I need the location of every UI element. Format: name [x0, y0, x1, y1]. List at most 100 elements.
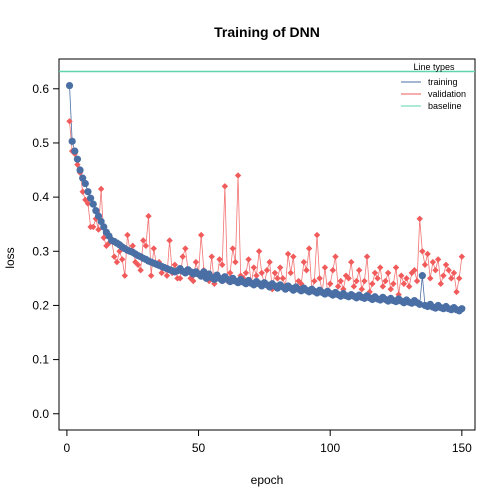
validation-point [250, 264, 258, 271]
validation-point [263, 267, 271, 274]
validation-point [266, 258, 273, 266]
validation-point [321, 264, 329, 271]
validation-point [332, 253, 339, 260]
validation-point [171, 261, 179, 269]
validation-point [134, 261, 142, 269]
validation-point [429, 258, 437, 266]
x-tick-label: 50 [192, 441, 206, 455]
y-axis-title: loss [3, 247, 17, 268]
validation-point [442, 261, 450, 269]
validation-point [216, 256, 223, 263]
validation-point [313, 231, 321, 239]
validation-point [427, 275, 434, 282]
validation-point [326, 280, 334, 287]
plot-area: 0 50 100 150 0.0 0.1 0.2 0.3 0.4 0.5 0.6 Line types… [32, 58, 476, 455]
validation-point [97, 185, 105, 193]
validation-point [305, 245, 313, 252]
validation-point [145, 212, 152, 220]
validation-point [456, 275, 463, 282]
validation-point [176, 275, 184, 282]
validation-point [421, 261, 429, 269]
training-point [89, 200, 97, 208]
validation-point [229, 245, 236, 252]
validation-point [226, 269, 234, 277]
validation-point [100, 234, 107, 241]
validation-point [329, 267, 337, 274]
validation-point [90, 223, 97, 231]
validation-point [129, 242, 136, 250]
validation-point [190, 277, 197, 285]
training-point [81, 179, 89, 188]
validation-point [221, 183, 229, 190]
validation-point [348, 258, 355, 266]
validation-point [124, 231, 131, 239]
y-tick-label: 0.1 [32, 353, 49, 367]
validation-point [355, 267, 363, 274]
validation-point [311, 277, 318, 285]
validation-point [84, 200, 92, 207]
training-point [84, 188, 92, 196]
validation-point [350, 283, 358, 290]
legend-label-validation: validation [428, 89, 466, 99]
validation-point [179, 253, 186, 260]
validation-point [334, 283, 342, 290]
training-point [92, 207, 100, 215]
validation-point [405, 283, 413, 290]
validation-point [390, 280, 397, 287]
validation-point [284, 250, 292, 258]
validation-point [92, 215, 100, 222]
x-tick-label: 150 [452, 441, 472, 455]
training-point [73, 155, 82, 163]
validation-point [79, 188, 86, 195]
validation-point [147, 272, 155, 279]
training-point [65, 81, 74, 90]
validation-point [384, 269, 392, 277]
validation-point [316, 275, 323, 282]
training-point [76, 166, 84, 174]
y-tick-label: 0.3 [32, 244, 49, 258]
validation-point [219, 261, 226, 269]
validation-point [377, 264, 384, 271]
validation-point [450, 269, 458, 277]
validation-point [116, 248, 123, 255]
validation-point [242, 269, 250, 277]
training-point [68, 137, 76, 145]
x-axis-title: epoch [251, 473, 284, 487]
x-tick-label: 100 [320, 441, 340, 455]
training-point [79, 174, 87, 182]
legend-title: Line types [413, 62, 455, 72]
validation-point [424, 250, 431, 258]
validation-point [437, 280, 444, 287]
training-point [100, 223, 108, 231]
validation-point [432, 267, 439, 274]
validation-point [279, 275, 286, 282]
validation-point [182, 245, 189, 252]
validation-point [411, 267, 418, 274]
validation-point [458, 253, 466, 260]
y-tick-label: 0.0 [32, 407, 49, 421]
validation-point [434, 256, 442, 263]
validation-point [82, 196, 89, 204]
validation-point [150, 245, 157, 252]
validation-point [245, 256, 252, 263]
validation-point [276, 264, 284, 271]
validation-point [74, 161, 81, 168]
validation-point [379, 283, 387, 290]
validation-point [374, 275, 381, 282]
validation-point [137, 267, 144, 274]
validation-point [158, 269, 165, 277]
training-point [458, 305, 466, 313]
validation-point [416, 215, 423, 222]
validation-point [419, 248, 426, 255]
x-tick-label: 0 [64, 441, 71, 455]
validation-point [369, 280, 376, 287]
validation-point [253, 272, 260, 279]
validation-point [290, 253, 297, 260]
training-point [71, 147, 79, 155]
validation-point [445, 267, 452, 274]
training-point [418, 272, 426, 280]
validation-point [118, 256, 126, 263]
validation-point [361, 277, 368, 285]
validation-point [300, 258, 308, 266]
